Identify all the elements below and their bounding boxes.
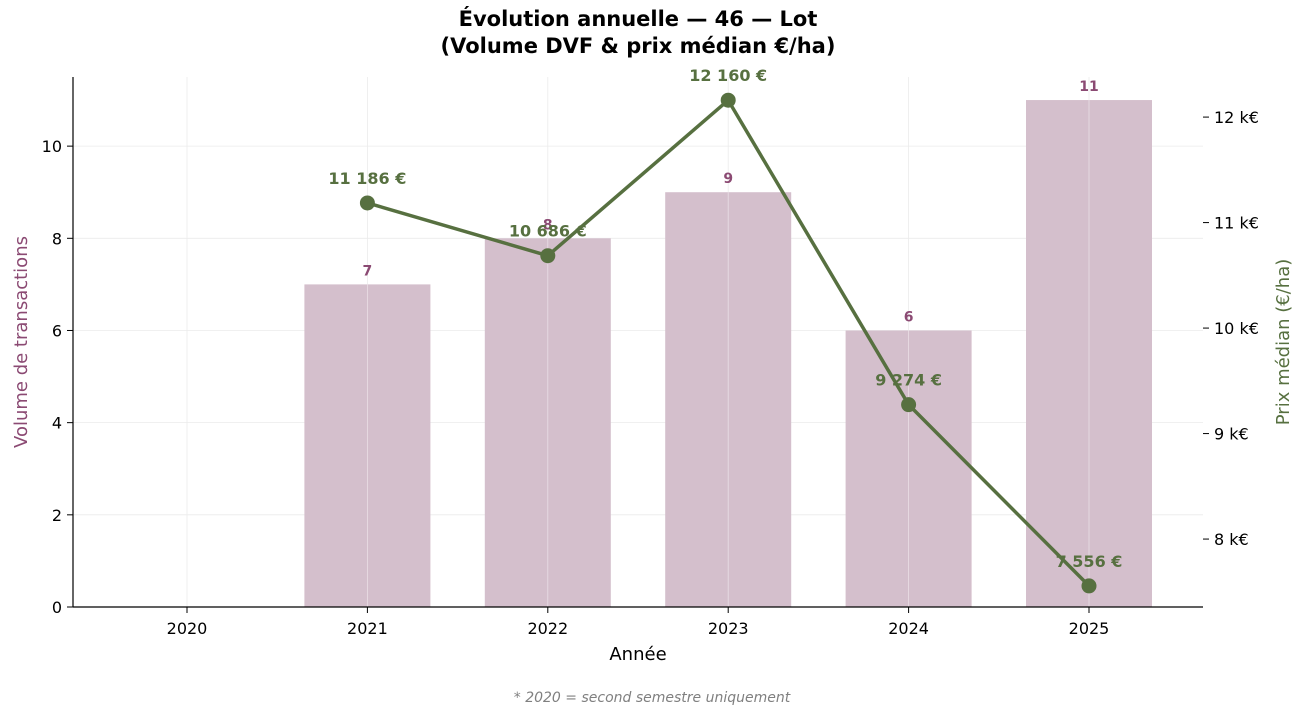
right-tick-label: 9 k€ [1214,425,1249,444]
left-tick-label: 2 [52,506,62,525]
chart-title-line-1: Évolution annuelle — 46 — Lot [458,7,818,31]
left-tick-label: 8 [52,229,62,248]
x-tick-label-2024: 2024 [888,619,929,638]
bar-value-label-2025: 11 [1079,79,1098,95]
x-tick-label-2022: 2022 [527,619,568,638]
price-point-2021 [359,195,375,211]
right-tick-label: 10 k€ [1214,319,1259,338]
x-tick-label-2020: 2020 [167,619,208,638]
right-tick-label: 12 k€ [1214,108,1259,127]
y2-axis-title: Prix médian (€/ha) [1273,259,1294,426]
price-label-2022: 10 686 € [509,222,587,241]
left-tick-label: 0 [52,598,62,617]
price-point-2022 [540,248,556,264]
x-axis-title: Année [609,644,666,665]
bar-value-label-2024: 6 [904,309,914,325]
chart-footnote: * 2020 = second semestre uniquement [513,690,791,706]
right-tick-label: 11 k€ [1214,214,1259,233]
price-label-2023: 12 160 € [689,66,767,85]
y-axis-title: Volume de transactions [11,236,32,448]
chart-title-line-2: (Volume DVF & prix médian €/ha) [440,34,836,58]
x-tick-label-2023: 2023 [708,619,749,638]
bar-value-label-2023: 9 [723,171,733,187]
price-point-2023 [720,92,736,108]
price-label-2025: 7 556 € [1056,552,1123,571]
left-tick-label: 10 [42,137,62,156]
bar-value-label-2021: 7 [363,263,373,279]
left-tick-label: 4 [52,414,62,433]
chart-title: Évolution annuelle — 46 — Lot (Volume DV… [0,6,1276,60]
right-tick-label: 8 k€ [1214,530,1249,549]
price-label-2021: 11 186 € [328,169,406,188]
price-point-2025 [1081,578,1097,594]
price-label-2024: 9 274 € [875,371,942,390]
x-tick-label-2025: 2025 [1069,619,1110,638]
price-point-2024 [901,397,917,413]
left-tick-label: 6 [52,321,62,340]
bar-value-label-2022: 8 [543,217,553,233]
x-tick-label-2021: 2021 [347,619,388,638]
